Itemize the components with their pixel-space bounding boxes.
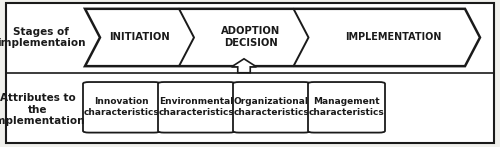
Text: Environmental
characteristics: Environmental characteristics xyxy=(158,97,234,117)
Text: IMPLEMENTATION: IMPLEMENTATION xyxy=(346,32,442,42)
FancyBboxPatch shape xyxy=(233,82,310,133)
Text: Organizational
characteristics: Organizational characteristics xyxy=(234,97,310,117)
Text: Innovation
characteristics: Innovation characteristics xyxy=(84,97,160,117)
FancyBboxPatch shape xyxy=(158,82,235,133)
Text: ADOPTION
DECISION: ADOPTION DECISION xyxy=(222,26,280,49)
Text: INITIATION: INITIATION xyxy=(108,32,170,42)
FancyBboxPatch shape xyxy=(308,82,385,133)
Text: Attributes to
the
implementation: Attributes to the implementation xyxy=(0,93,84,126)
FancyBboxPatch shape xyxy=(83,82,160,133)
Polygon shape xyxy=(232,59,256,73)
FancyBboxPatch shape xyxy=(6,3,494,143)
Polygon shape xyxy=(85,9,480,66)
Text: Stages of
implementaion: Stages of implementaion xyxy=(0,27,85,48)
Text: Management
characteristics: Management characteristics xyxy=(308,97,384,117)
